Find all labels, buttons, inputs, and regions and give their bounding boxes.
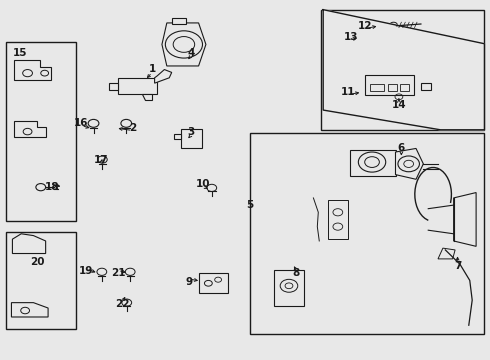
Text: 12: 12 [358, 21, 372, 31]
Polygon shape [198, 273, 228, 293]
Text: 13: 13 [344, 32, 359, 41]
Polygon shape [12, 234, 46, 253]
Polygon shape [274, 270, 304, 306]
Text: 1: 1 [148, 64, 156, 74]
Polygon shape [11, 303, 48, 317]
Polygon shape [162, 23, 206, 66]
Text: 22: 22 [116, 299, 130, 309]
Polygon shape [174, 134, 180, 139]
Polygon shape [350, 149, 396, 176]
Polygon shape [328, 200, 347, 239]
Bar [5, 42, 76, 221]
Text: 19: 19 [79, 266, 94, 276]
Polygon shape [172, 18, 186, 24]
Polygon shape [109, 83, 118, 90]
Bar [321, 10, 485, 130]
Text: 7: 7 [454, 261, 461, 271]
Polygon shape [365, 33, 375, 40]
Polygon shape [454, 193, 476, 246]
Text: 2: 2 [129, 123, 136, 133]
Polygon shape [180, 129, 202, 148]
Text: 21: 21 [111, 268, 125, 278]
Bar [369, 84, 384, 91]
Polygon shape [395, 148, 423, 179]
Polygon shape [14, 121, 46, 137]
Text: 11: 11 [341, 87, 355, 97]
Text: 17: 17 [94, 155, 108, 165]
Text: 10: 10 [196, 179, 211, 189]
Bar [388, 84, 397, 91]
Text: 5: 5 [246, 200, 253, 210]
Text: 8: 8 [293, 268, 300, 278]
Polygon shape [421, 83, 431, 90]
Polygon shape [143, 94, 152, 100]
Polygon shape [365, 75, 414, 95]
Text: 16: 16 [74, 118, 89, 128]
Text: 15: 15 [13, 48, 27, 58]
Polygon shape [323, 10, 485, 130]
Polygon shape [438, 248, 455, 259]
Text: 18: 18 [45, 182, 59, 192]
Bar [400, 84, 409, 91]
Bar [250, 134, 485, 334]
Bar [5, 232, 76, 329]
Text: 20: 20 [30, 257, 45, 267]
Text: 4: 4 [188, 48, 195, 58]
Text: 3: 3 [188, 127, 195, 136]
Text: 14: 14 [392, 100, 406, 110]
Text: 9: 9 [185, 277, 193, 287]
Polygon shape [155, 69, 172, 83]
Text: 6: 6 [398, 143, 405, 153]
Polygon shape [118, 78, 157, 94]
Polygon shape [14, 60, 51, 80]
